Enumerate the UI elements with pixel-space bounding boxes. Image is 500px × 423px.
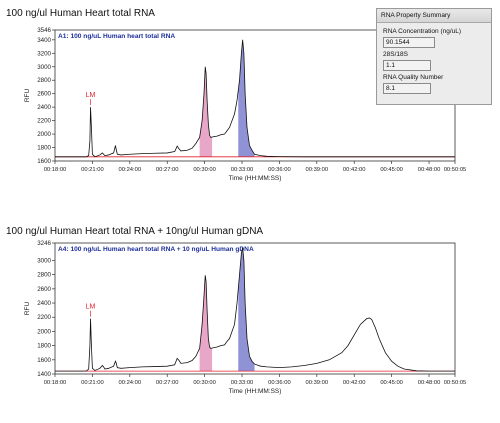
x-tick-label: 00:36:00 bbox=[268, 167, 291, 173]
peak-28s-area bbox=[238, 39, 255, 157]
y-tick-label: 1800 bbox=[37, 343, 51, 350]
sample-label: A4: 100 ng/uL Human heart total RNA + 10… bbox=[58, 246, 254, 253]
x-tick-label: 00:18:00 bbox=[44, 380, 67, 386]
x-tick-label: 00:33:00 bbox=[231, 380, 254, 386]
y-tick-label: 2600 bbox=[37, 91, 51, 98]
rqn-label: RNA Quality Number bbox=[383, 74, 444, 81]
x-tick-label: 00:48:00 bbox=[418, 167, 441, 173]
y-tick-label: 2400 bbox=[37, 104, 51, 111]
lm-marker-label: LM bbox=[86, 304, 96, 311]
y-tick-label: 2400 bbox=[37, 300, 51, 307]
y-tick-label: 1600 bbox=[37, 158, 51, 165]
rna-property-summary-panel: RNA Property Summary RNA Concentration (… bbox=[376, 8, 492, 105]
x-tick-label: 00:48:00 bbox=[418, 380, 441, 386]
summary-header: RNA Property Summary bbox=[377, 9, 491, 23]
electropherogram-trace bbox=[55, 247, 455, 372]
y-tick-label: 2800 bbox=[37, 272, 51, 279]
ratio-label: 28S/18S bbox=[383, 51, 408, 58]
x-tick-label: 00:18:00 bbox=[44, 167, 67, 173]
y-tick-label: 3400 bbox=[37, 37, 51, 44]
x-tick-label: 00:45:00 bbox=[380, 167, 403, 173]
y-tick-label: 3000 bbox=[37, 64, 51, 71]
y-tick-label: 2800 bbox=[37, 77, 51, 84]
x-tick-label: 00:36:00 bbox=[268, 380, 291, 386]
x-tick-label: 00:39:00 bbox=[306, 167, 329, 173]
concentration-value: 90.1544 bbox=[383, 37, 435, 48]
bottom-electropherogram: 1400 1600 1800 2000 2200 2400 2600 2800 3000 3246… bbox=[24, 240, 467, 395]
sample-label: A1: 100 ng/uL Human heart total RNA bbox=[58, 33, 175, 40]
rqn-value: 8.1 bbox=[383, 83, 431, 94]
y-tick-label: 3546 bbox=[37, 27, 51, 34]
y-axis-label: RFU bbox=[24, 89, 31, 103]
peak-18s-area bbox=[199, 66, 213, 157]
x-tick-label: 00:45:00 bbox=[380, 380, 403, 386]
x-tick-label: 00:42:00 bbox=[343, 380, 366, 386]
y-tick-label: 3000 bbox=[37, 257, 51, 264]
x-tick-label: 00:33:00 bbox=[231, 167, 254, 173]
y-axis-label: RFU bbox=[24, 302, 31, 316]
x-tick-label: 00:24:00 bbox=[119, 167, 142, 173]
x-tick-label: 00:50:05 bbox=[444, 380, 467, 386]
x-tick-label: 00:24:00 bbox=[119, 380, 142, 386]
lm-marker-label: LM bbox=[86, 92, 96, 99]
y-tick-label: 2000 bbox=[37, 131, 51, 138]
x-tick-label: 00:30:00 bbox=[193, 380, 216, 386]
x-tick-label: 00:39:00 bbox=[306, 380, 329, 386]
x-tick-label: 00:21:00 bbox=[81, 167, 104, 173]
plot-area-frame bbox=[54, 242, 456, 375]
concentration-label: RNA Concentration (ng/uL) bbox=[383, 28, 462, 35]
peak-28s-area bbox=[238, 247, 255, 372]
y-tick-label: 3246 bbox=[37, 240, 51, 247]
x-tick-label: 00:27:00 bbox=[156, 167, 179, 173]
ratio-value: 1.1 bbox=[383, 60, 431, 71]
y-tick-label: 2200 bbox=[37, 314, 51, 321]
x-tick-label: 00:21:00 bbox=[81, 380, 104, 386]
bottom-chart-title: 100 ng/ul Human Heart total RNA + 10ng/u… bbox=[6, 226, 264, 237]
y-tick-label: 1600 bbox=[37, 357, 51, 364]
top-electropherogram: 1600 1800 2000 2200 2400 2600 2800 3000 3200 3400… bbox=[24, 27, 467, 182]
y-tick-label: 1800 bbox=[37, 145, 51, 152]
x-axis-label: Time (HH:MM:SS) bbox=[229, 388, 282, 395]
x-tick-label: 00:42:00 bbox=[343, 167, 366, 173]
y-tick-label: 2200 bbox=[37, 118, 51, 125]
x-tick-label: 00:30:00 bbox=[193, 167, 216, 173]
peak-18s-area bbox=[199, 275, 213, 372]
y-tick-label: 1400 bbox=[37, 371, 51, 378]
y-tick-label: 2600 bbox=[37, 286, 51, 293]
x-axis-label: Time (HH:MM:SS) bbox=[229, 175, 282, 182]
y-tick-label: 3200 bbox=[37, 50, 51, 57]
x-tick-label: 00:27:00 bbox=[156, 380, 179, 386]
y-tick-label: 2000 bbox=[37, 328, 51, 335]
x-tick-label: 00:50:05 bbox=[444, 167, 467, 173]
top-chart-title: 100 ng/ul Human Heart total RNA bbox=[6, 8, 155, 19]
electropherogram-trace bbox=[55, 39, 455, 158]
